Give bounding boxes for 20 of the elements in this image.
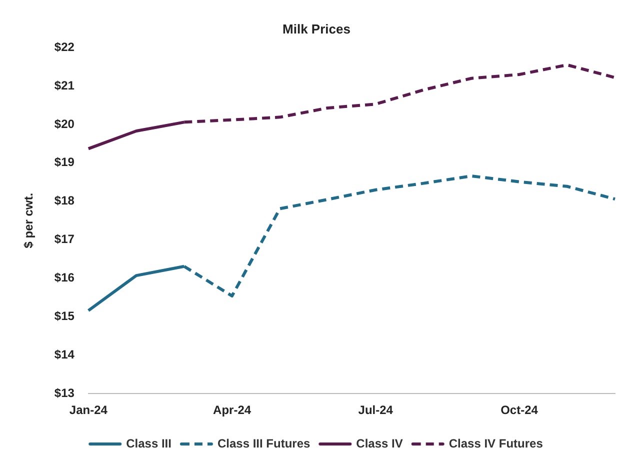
y-tick-label: $19 [54,155,75,170]
legend-label: Class IV [356,436,403,450]
legend-label: Class III [126,436,172,450]
x-tick-label: Jan-24 [69,403,108,418]
legend-label: Class III Futures [217,436,310,450]
y-tick-label: $20 [54,116,75,131]
y-tick-label: $15 [54,309,75,324]
chart-title: Milk Prices [282,21,350,36]
x-tick-label: Oct-24 [500,403,538,418]
x-tick-label: Apr-24 [213,403,252,418]
x-tick-label: Jul-24 [358,403,394,418]
y-axis-title: $ per cwt. [22,192,36,248]
y-tick-label: $21 [54,78,75,92]
y-tick-label: $18 [54,194,75,208]
y-tick-label: $22 [54,40,75,54]
y-tick-label: $16 [54,270,75,285]
y-tick-label: $13 [54,386,75,400]
legend-label: Class IV Futures [448,436,544,450]
y-tick-label: $17 [54,232,75,246]
y-tick-label: $14 [54,347,75,362]
